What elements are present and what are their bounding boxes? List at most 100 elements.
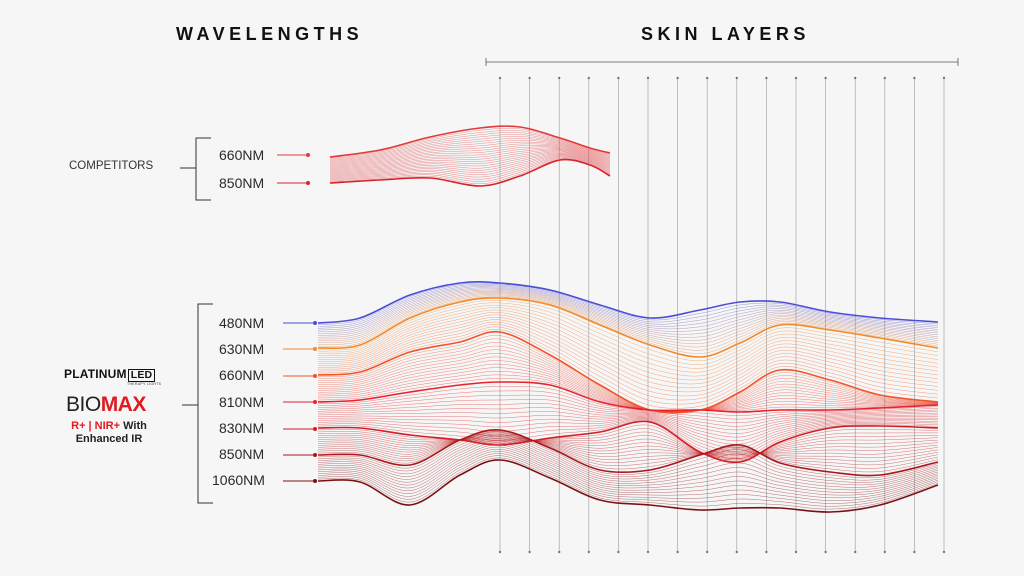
layer-bottom-dot <box>913 550 916 554</box>
biomax-wave-fill-line <box>317 451 939 501</box>
dot-marker-icon <box>313 400 317 404</box>
biomax-wave-fill-line <box>317 289 939 336</box>
biomax-wavelength-label: 630NM <box>219 341 265 357</box>
layer-bottom-dot <box>498 550 502 554</box>
competitor-wave-fill-line <box>329 130 611 160</box>
biomax-wave-fill-line <box>317 300 939 362</box>
biomax-wave-fill-line <box>317 407 939 434</box>
competitor-wave-fill-line <box>329 136 611 163</box>
dot-marker-icon <box>313 479 317 483</box>
biomax-wave-fill-line <box>317 287 939 333</box>
bracket-icon <box>197 303 213 504</box>
competitors-label: COMPETITORS <box>69 160 154 172</box>
biomax-wave-fill-line <box>317 312 939 381</box>
competitor-wave-fill-line <box>329 157 611 181</box>
biomax-wave-fill-line <box>317 434 939 458</box>
layer-bottom-dot <box>735 550 738 554</box>
layer-bottom-dot <box>646 550 650 554</box>
biomax-waves <box>317 281 939 513</box>
dot-marker-icon <box>306 153 310 157</box>
layer-bottom-dot <box>706 550 709 554</box>
biomax-wave-fill-line <box>317 309 939 377</box>
wavelength-markers <box>277 153 317 483</box>
layer-top-dot <box>558 76 561 80</box>
layer-top-dot <box>587 76 590 80</box>
biomax-wave-fill-line <box>317 417 939 449</box>
competitor-wave-fill-line <box>329 146 611 169</box>
competitor-wave-fill-line <box>329 155 611 179</box>
biomax-wave-fill-line <box>317 352 939 412</box>
biomax-wave-fill-line <box>317 430 939 473</box>
biomax-wave-fill-line <box>317 296 939 354</box>
layer-bottom-dot <box>528 550 531 554</box>
biomax-wave-fill-line <box>317 316 939 389</box>
biomax-wave-fill-line <box>317 283 939 327</box>
layer-top-dot <box>706 76 709 80</box>
skin-layers-heading: SKIN LAYERS <box>641 24 810 44</box>
biomax-wave-fill-line <box>317 436 939 455</box>
competitor-wave-fill-line <box>329 134 611 162</box>
platinum-led-logo: PLATINUM LED <box>64 367 156 382</box>
biomax-wave-fill-line <box>317 411 939 438</box>
biomax-wave <box>317 281 939 324</box>
biomax-wave-fill-line <box>317 326 939 405</box>
dot-marker-icon <box>313 453 317 457</box>
competitor-waves <box>329 125 611 187</box>
layer-bottom-dot <box>765 550 768 554</box>
biomax-wave <box>317 297 939 358</box>
layer-bottom-dot <box>942 550 946 554</box>
biomax-wavelength-label: 830NM <box>219 420 265 436</box>
biomax-wave-fill-line <box>317 433 939 462</box>
biomax-wave-fill-line <box>317 418 939 452</box>
layer-bottom-dot <box>824 550 827 554</box>
dot-marker-icon <box>306 181 310 185</box>
dot-marker-icon <box>313 427 317 431</box>
competitor-wave-fill-line <box>329 148 611 171</box>
biomax-wave-fill-line <box>317 431 939 469</box>
biomax-wavelength-label: 660NM <box>219 367 265 383</box>
competitor-wave-fill-line <box>329 150 611 173</box>
biomax-wave-fill-line <box>317 282 939 326</box>
biomax-wave-fill-line <box>317 438 939 486</box>
layer-top-dot <box>646 76 650 80</box>
wavelengths-heading: WAVELENGTHS <box>176 24 364 44</box>
logo-tagline: THERAPY LIGHTS <box>127 382 162 386</box>
competitor-wave-fill-line <box>329 151 611 174</box>
biomax-wavelength-label: 850NM <box>219 446 265 462</box>
competitor-wave <box>329 158 611 187</box>
layer-top-dot <box>498 76 502 80</box>
biomax-wave-fill-line <box>317 293 939 345</box>
competitor-wavelength-label: 660NM <box>219 147 265 163</box>
biomax-brand: BIOMAX <box>66 393 146 416</box>
biomax-wave-fill-line <box>317 290 939 338</box>
competitor-wave-fill-line <box>329 152 611 175</box>
biomax-wave-fill-line <box>317 304 939 369</box>
layer-top-dot <box>735 76 738 80</box>
biomax-wave-fill-line <box>317 292 939 341</box>
biomax-wave-fill-line <box>317 342 939 413</box>
biomax-wave-fill-line <box>317 442 939 491</box>
biomax-wave-fill-line <box>317 444 939 493</box>
biomax-wave-fill-line <box>317 338 939 413</box>
competitor-wave-fill-line <box>329 138 611 164</box>
layer-bottom-dot <box>794 550 798 554</box>
biomax-wave-fill-line <box>317 457 939 510</box>
biomax-subtitle-line2: Enhanced IR <box>75 433 143 445</box>
layer-top-dot <box>854 76 857 80</box>
biomax-wavelength-label: 810NM <box>219 394 265 410</box>
biomax-wave-fill-line <box>317 371 939 412</box>
biomax-wave-fill-line <box>317 374 939 412</box>
biomax-wave <box>317 429 939 477</box>
biomax-wave-fill-line <box>317 307 939 373</box>
biomax-wave-fill-line <box>317 390 939 420</box>
biomax-wave-fill-line <box>317 455 939 507</box>
biomax-wave-fill-line <box>317 449 939 499</box>
biomax-wave-fill-line <box>317 424 939 462</box>
biomax-wave-fill-line <box>317 363 939 412</box>
layer-bottom-dot <box>617 550 620 554</box>
biomax-wave-fill-line <box>317 324 939 401</box>
biomax-wave-fill-line <box>317 437 939 455</box>
biomax-wave-fill-line <box>317 329 939 409</box>
biomax-wave-fill-line <box>317 285 939 329</box>
